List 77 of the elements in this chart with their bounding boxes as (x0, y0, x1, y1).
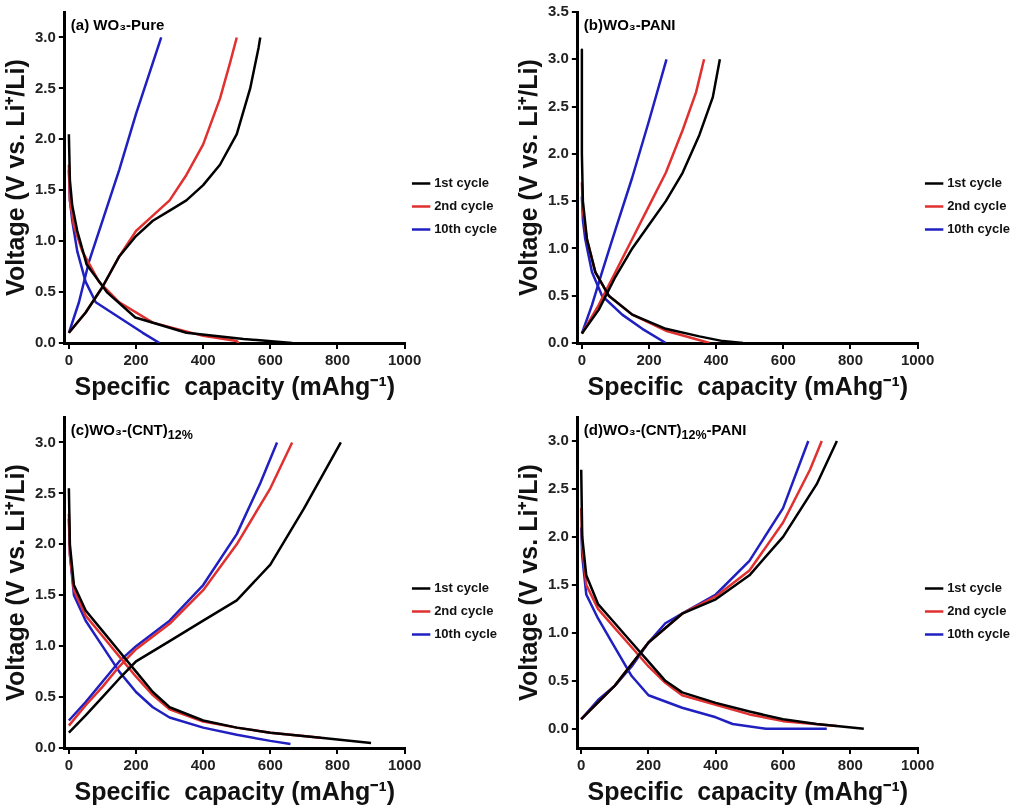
x-tick-label: 400 (703, 351, 729, 369)
annotation: (c)WO₃-(CNT)$_{12%}$ (70, 421, 193, 442)
x-axis-title: Specific capacity (mAhg⁻¹) (74, 776, 396, 805)
y-tick-label: 0.0 (34, 738, 56, 756)
x-tick-label: 1000 (387, 756, 422, 774)
x-tick-label: 400 (190, 351, 216, 369)
legend-label: 10th cycle (434, 221, 497, 237)
x-tick-label: 800 (324, 756, 350, 774)
annotation: (d)WO₃-(CNT)$_{12%}$-PANI (583, 421, 747, 442)
legend-label: 1st cycle (434, 175, 490, 191)
y-tick-label: 0.0 (547, 718, 569, 736)
y-tick-label: 1.0 (547, 623, 569, 641)
x-axis-title: Specific capacity (mAhg⁻¹) (74, 371, 396, 400)
y-tick-label: 1.0 (34, 231, 56, 249)
legend-label: 2nd cycle (434, 198, 494, 214)
x-axis-title: Specific capacity (mAhg⁻¹) (587, 776, 909, 805)
y-tick-label: 3.0 (34, 27, 56, 45)
x-tick-label: 1000 (900, 756, 935, 774)
y-tick-label: 0.5 (34, 282, 56, 300)
x-tick-label: 200 (123, 756, 149, 774)
x-tick-label: 0 (577, 756, 586, 774)
y-tick-label: 3.0 (34, 432, 56, 450)
annotation: (a) WO₃-Pure (70, 16, 165, 33)
legend-label: 1st cycle (434, 580, 490, 596)
legend-label: 10th cycle (434, 626, 497, 642)
y-tick-label: 1.0 (547, 238, 569, 256)
y-axis-title: Voltage (V vs. Li⁺/Li) (0, 59, 29, 296)
legend-label: 10th cycle (947, 626, 1010, 642)
x-tick-label: 400 (703, 756, 729, 774)
y-axis-title: Voltage (V vs. Li⁺/Li) (513, 59, 542, 296)
y-tick-label: 2.5 (34, 483, 56, 501)
x-tick-label: 800 (324, 351, 350, 369)
y-tick-label: 2.5 (547, 96, 569, 114)
y-tick-label: 3.0 (547, 49, 569, 67)
y-tick-label: 1.5 (547, 575, 569, 593)
x-tick-label: 800 (837, 351, 863, 369)
x-tick-label: 0 (64, 756, 74, 774)
y-tick-label: 0.5 (34, 687, 56, 705)
x-tick-label: 200 (636, 351, 662, 369)
legend-label: 1st cycle (947, 580, 1003, 596)
legend-label: 2nd cycle (434, 603, 494, 619)
y-tick-label: 0.5 (547, 670, 569, 688)
x-tick-label: 0 (577, 351, 587, 369)
y-tick-label: 2.0 (34, 129, 56, 147)
x-tick-label: 600 (770, 756, 796, 774)
x-tick-label: 1000 (387, 351, 422, 369)
x-tick-label: 600 (257, 351, 283, 369)
x-tick-label: 200 (123, 351, 149, 369)
x-tick-label: 400 (190, 756, 216, 774)
legend-label: 10th cycle (947, 221, 1010, 237)
annotation: (b)WO₃-PANI (583, 16, 676, 33)
y-tick-label: 2.0 (34, 534, 56, 552)
y-tick-label: 0.0 (547, 333, 569, 351)
y-tick-label: 1.5 (34, 585, 56, 603)
y-axis-title: Voltage (V vs. Li⁺/Li) (0, 464, 29, 701)
legend-label: 2nd cycle (947, 198, 1007, 214)
y-tick-label: 2.5 (34, 78, 56, 96)
y-tick-label: 2.0 (547, 527, 569, 545)
y-tick-label: 2.5 (547, 479, 569, 497)
x-axis-title: Specific capacity (mAhg⁻¹) (587, 371, 909, 400)
y-tick-label: 0.5 (547, 285, 569, 303)
y-axis-title: Voltage (V vs. Li⁺/Li) (513, 464, 542, 701)
x-tick-label: 800 (837, 756, 863, 774)
y-tick-label: 0.0 (34, 333, 56, 351)
y-tick-label: 1.5 (547, 191, 569, 209)
y-tick-label: 2.0 (547, 144, 569, 161)
x-tick-label: 600 (770, 351, 796, 369)
x-tick-label: 0 (64, 351, 74, 369)
x-tick-label: 600 (257, 756, 283, 774)
legend-label: 1st cycle (947, 175, 1003, 191)
y-tick-label: 1.0 (34, 636, 56, 654)
y-tick-label: 3.0 (547, 431, 569, 449)
x-tick-label: 200 (635, 756, 662, 774)
x-tick-label: 1000 (900, 351, 935, 369)
legend-label: 2nd cycle (947, 603, 1007, 619)
y-tick-label: 3.5 (547, 2, 569, 20)
y-tick-label: 1.5 (34, 180, 56, 198)
